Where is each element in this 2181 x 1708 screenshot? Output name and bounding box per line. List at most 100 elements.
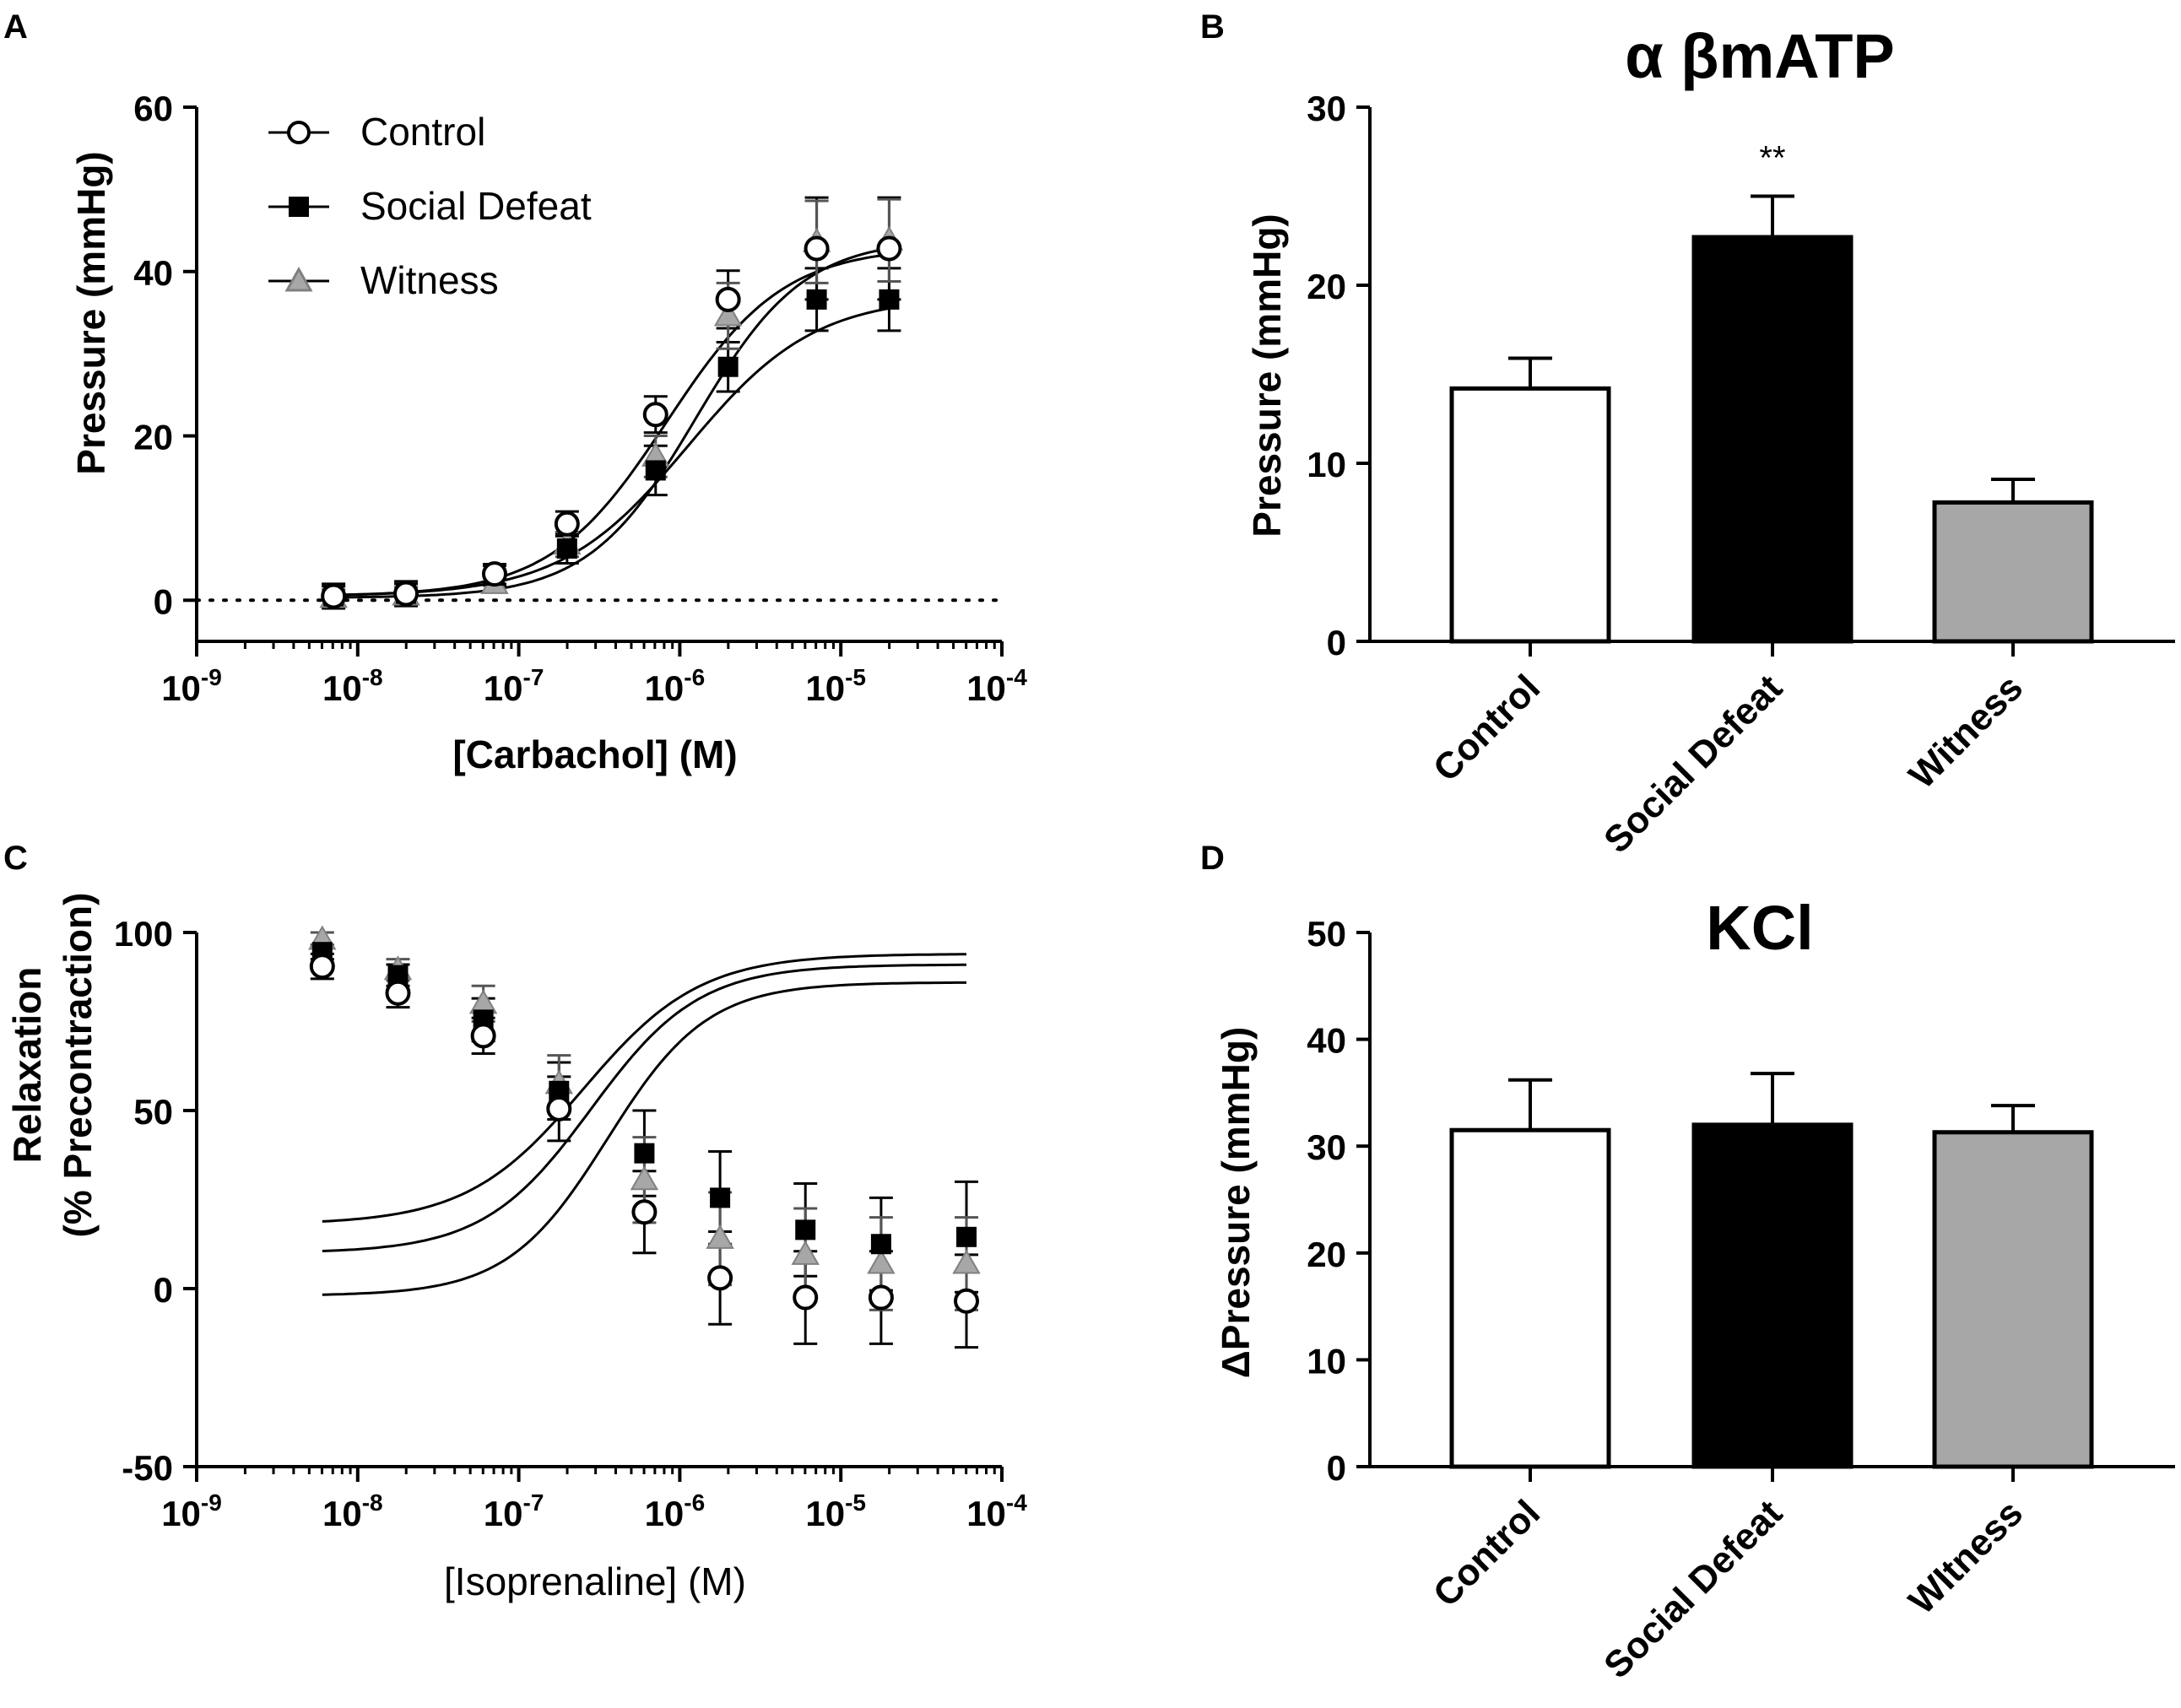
panel-b-category-label-control: Control xyxy=(1426,667,1548,789)
panel-c-point-control xyxy=(309,954,335,980)
panel-d-y-tick-label: 30 xyxy=(1307,1127,1346,1167)
panel-b-y-tick-label: 0 xyxy=(1327,623,1346,662)
panel-a-x-tick-label: 10-8 xyxy=(322,664,383,708)
panel-a-point-witness xyxy=(713,301,743,327)
panel-c-point-control xyxy=(954,1288,980,1314)
panel-c-point-social-defeat xyxy=(634,1143,655,1164)
panel-b-bar-social-defeat xyxy=(1691,235,1854,644)
panel-d-y-tick-label: 10 xyxy=(1307,1341,1346,1381)
panel-a-y-tick-label: 20 xyxy=(133,418,173,457)
legend-witness-label: Witness xyxy=(360,258,499,302)
panel-d-category-label-social-defeat: Social Defeat xyxy=(1596,1492,1790,1686)
panel-a-y-axis-label: Pressure (mmHg) xyxy=(69,151,113,474)
panel-a-point-control xyxy=(876,235,902,262)
panel-c-y-tick-label: 0 xyxy=(154,1270,173,1310)
panel-b-y-tick-label: 20 xyxy=(1307,267,1346,306)
panel-a-fit-curve-control xyxy=(333,253,890,597)
panel-c-point-witness xyxy=(867,1249,896,1274)
panel-a-point-control xyxy=(715,286,741,312)
panel-c-x-tick-label: 10-8 xyxy=(322,1489,383,1533)
panel-b-category-label-social-defeat: Social Defeat xyxy=(1596,667,1790,861)
panel-d-category-label-control: Control xyxy=(1426,1492,1548,1614)
panel-a-fit-curve-social-defeat xyxy=(333,306,890,597)
panel-b-y-tick-label: 10 xyxy=(1307,445,1346,484)
panel-a-x-tick-label: 10-4 xyxy=(966,664,1027,708)
panel-a-point-social-defeat xyxy=(717,356,739,377)
panel-a-x-tick-label: 10-7 xyxy=(484,664,544,708)
panel-c-fit-curve-social-defeat xyxy=(322,953,966,1223)
panel-a-y-tick-label: 40 xyxy=(133,253,173,293)
panel-a-carbachol-chart: Pressure (mmHg) [Carbachol] (M) 0 20 40 60 1… xyxy=(69,89,1027,776)
panel-c-x-tick-label: 10-9 xyxy=(161,1489,222,1533)
panel-a-plot-area xyxy=(195,196,1004,610)
panel-c-y-axis-label-line1: Relaxation xyxy=(5,967,49,1164)
panel-c-point-control xyxy=(385,980,411,1006)
panel-label-d: D xyxy=(1200,840,1225,877)
panel-a-point-social-defeat xyxy=(806,289,827,310)
panel-d-y-tick-label: 0 xyxy=(1327,1448,1346,1488)
panel-c-point-witness xyxy=(791,1240,820,1265)
panel-a-y-tick-label: 60 xyxy=(133,89,173,128)
panel-c-axes: -50 0 50 100 10-9 10-8 10-7 10-6 10-5 10-4 xyxy=(114,914,1027,1533)
panel-d-y-tick-label: 40 xyxy=(1307,1021,1346,1061)
panel-c-point-social-defeat xyxy=(710,1187,731,1208)
panel-d-bar-witness xyxy=(1932,1130,2094,1469)
panel-a-legend: Control Social Defeat Witness xyxy=(268,110,592,302)
panel-c-x-tick-label: 10-5 xyxy=(805,1489,866,1533)
panel-a-fit-curve-witness xyxy=(333,246,890,599)
legend-control-label: Control xyxy=(360,110,485,154)
panel-a-point-social-defeat xyxy=(879,289,900,310)
panel-b-abmatp-chart: α βmATP Pressure (mmHg) 0 10 20 30 Control So… xyxy=(1245,21,2175,861)
panel-c-point-control xyxy=(707,1265,733,1291)
panel-c-point-control xyxy=(868,1284,894,1311)
panel-a-x-tick-label: 10-5 xyxy=(805,664,866,708)
panel-a-point-control xyxy=(393,581,419,607)
panel-d-plot-area xyxy=(1449,1072,2094,1469)
panel-d-bar-social-defeat xyxy=(1691,1122,1854,1469)
panel-b-title: α βmATP xyxy=(1625,21,1895,91)
panel-d-y-axis-label: ΔPressure (mmHg) xyxy=(1214,1027,1258,1379)
panel-b-significance-annotation: ** xyxy=(1759,140,1785,177)
panel-c-point-control xyxy=(546,1095,572,1122)
panel-c-plot-area xyxy=(308,925,981,1349)
legend-social-defeat-label: Social Defeat xyxy=(360,184,592,228)
panel-a-x-axis-label: [Carbachol] (M) xyxy=(452,732,737,776)
panel-a-point-control xyxy=(642,402,668,428)
panel-b-plot-area: ** xyxy=(1449,140,2094,644)
panel-b-bar-witness xyxy=(1932,500,2094,644)
panel-c-point-witness xyxy=(706,1224,734,1249)
panel-b-bar-control xyxy=(1449,386,1611,644)
panel-d-bar-control xyxy=(1449,1127,1611,1469)
panel-a-point-control xyxy=(554,511,580,537)
panel-c-x-axis-label: [Isoprenaline] (M) xyxy=(444,1559,746,1603)
panel-a-point-control xyxy=(321,583,347,609)
panel-c-y-tick-label: -50 xyxy=(122,1448,173,1488)
panel-a-x-tick-label: 10-9 xyxy=(161,664,222,708)
panel-a-point-social-defeat xyxy=(556,538,577,559)
panel-c-x-tick-label: 10-7 xyxy=(484,1489,544,1533)
panel-c-isoprenaline-chart: Relaxation (% Precontraction) [Isoprenal… xyxy=(5,893,1027,1603)
panel-d-title: KCl xyxy=(1706,893,1813,963)
panel-d-kcl-chart: KCl ΔPressure (mmHg) 0 10 20 30 40 50 Control S… xyxy=(1214,893,2175,1686)
panel-d-category-label-witness: WItness xyxy=(1901,1492,2031,1622)
panel-a-x-tick-label: 10-6 xyxy=(645,664,706,708)
panel-a-point-social-defeat xyxy=(645,460,666,481)
panel-c-point-witness xyxy=(952,1249,981,1274)
panel-a-y-tick-label: 0 xyxy=(154,581,173,621)
panel-b-category-label-witness: Witness xyxy=(1901,667,2031,797)
panel-b-y-axis-label: Pressure (mmHg) xyxy=(1245,214,1289,537)
panel-d-y-tick-label: 50 xyxy=(1307,914,1346,954)
panel-label-a: A xyxy=(3,8,28,46)
panel-d-y-tick-label: 20 xyxy=(1307,1235,1346,1274)
legend-social-defeat-marker xyxy=(289,197,309,217)
panel-c-y-tick-label: 100 xyxy=(114,914,173,954)
panel-c-y-axis-label-line2: (% Precontraction) xyxy=(56,893,100,1238)
panel-c-point-control xyxy=(793,1284,819,1311)
panel-c-point-witness xyxy=(630,1165,659,1191)
panel-b-y-tick-label: 30 xyxy=(1307,89,1346,128)
panel-label-c: C xyxy=(3,840,28,877)
panel-c-fit-curve-witness xyxy=(322,963,966,1252)
panel-c-fit-curve-control xyxy=(322,981,966,1296)
legend-witness-marker xyxy=(284,266,313,292)
